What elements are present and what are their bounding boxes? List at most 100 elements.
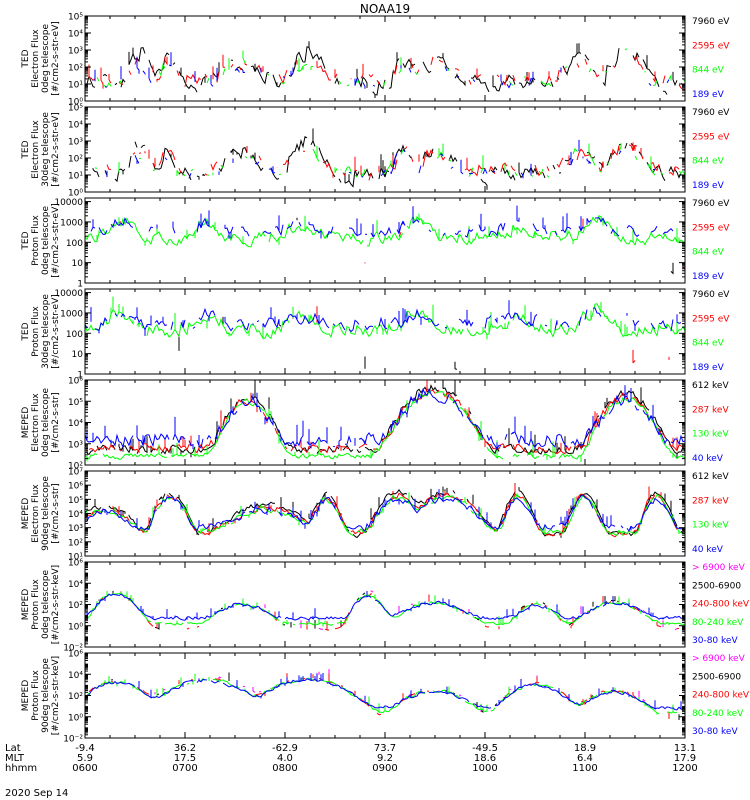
series-group [85,380,685,462]
y-axis-label: MEPED Electron Flux 90deg telescope [#/cm2-… [21,476,61,551]
x-tick-label: 73.7 [374,743,396,754]
x-tick-label: 17.9 [674,753,696,764]
y-tick-label: 10³ [68,524,83,534]
y-axis-label-line: 0deg telescope [41,206,51,276]
y-tick-label: 10¹ [68,172,83,182]
y-tick-label: 10⁰ [68,98,83,108]
y-tick-label: 10⁵ [68,104,83,114]
y-axis-label: TED Electron Flux 0deg telescope [#/cm2-s-s… [21,21,61,96]
y-tick-label: 10² [68,155,83,165]
y-axis-label-line: [#/cm2-s-str-eV] [51,112,61,187]
legend-entry: 287 keV [692,496,729,506]
y-axis-label-line: 90deg telescope [41,476,51,551]
legend-entry: 240-800 keV [692,600,750,610]
series-line-189-ev [107,140,681,179]
y-tick-label: 10⁵ [68,496,83,506]
y-axis-label-line: MEPED [21,589,31,621]
x-axis-row-label: MLT [5,753,25,764]
y-tick-label: 1 [77,371,83,381]
x-tick-label: 4.0 [277,753,293,764]
y-axis-label-line: TED [21,140,31,159]
series-line-844-ev [85,213,685,248]
legend-entry: 2595 eV [692,41,730,51]
legend-entry: 80-240 keV [692,709,744,719]
series-group [85,483,685,539]
series-line-844-ev [96,48,685,88]
y-tick-label: 10 [72,259,84,269]
y-axis-label-line: Proton Flux [31,306,41,357]
y-tick-label: 10000 [54,198,83,208]
legend-entry: 189 eV [692,363,725,373]
y-tick-label: 10⁶ [68,650,83,660]
y-axis-label-line: Proton Flux [31,215,41,266]
x-axis-row-label: hhmm [5,763,37,774]
y-axis-label-line: 0deg telescope [41,570,51,640]
legend-entry: 7960 eV [692,290,730,300]
legend-entry: 2500-6900 [692,672,741,682]
panel-frame [84,470,686,557]
panel-frame [84,561,686,648]
x-tick-label: -49.5 [472,743,498,754]
y-axis-label-line: [#/cm2-s-str] [51,392,61,452]
series-line-40-kev [85,489,685,533]
series-line-240-800-kev [101,591,683,630]
y-tick-label: 10⁴ [68,671,83,681]
legend-entry: 612 keV [692,381,729,391]
series-line-30-80-kev [85,673,684,711]
y-axis-label-line: MEPED [21,680,31,712]
series-group [85,41,685,98]
x-axis-row-label: Lat [5,743,21,754]
series-line-2595-ev [85,54,685,91]
series-line-7960-ev [92,128,685,190]
panel-meped-proton-90deg: 10⁻² 10⁰ 10² 10⁴ 10⁶ MEPED Proton Flux 90deg te… [21,650,750,745]
series-group [85,128,685,190]
x-tick-label: 0700 [172,763,197,774]
y-axis-label-line: Proton Flux [31,579,41,630]
y-tick-label: 10⁷ [68,468,83,478]
y-axis-label: TED Electron Flux 30deg telescope [#/cm2-s-… [21,112,61,187]
y-tick-label: 10³ [68,440,83,450]
x-tick-label: 18.6 [474,753,496,764]
y-tick-label: 10⁰ [68,622,83,632]
x-tick-label: -62.9 [272,743,298,754]
y-tick-label: 10¹ [68,81,83,91]
legend-entry: 7960 eV [692,17,730,27]
y-tick-label: 10⁴ [68,510,83,520]
legend-entry: 7960 eV [692,108,730,118]
series-line-40-kev [85,385,685,451]
y-tick-label: 10⁵ [68,13,83,23]
date-label: 2020 Sep 14 [5,788,68,799]
series-group [85,205,685,274]
x-tick-label: 36.2 [174,743,196,754]
y-axis-label-line: Electron Flux [31,120,41,179]
legend-entry: 30-80 keV [692,636,738,646]
panel-frame [84,106,686,193]
legend-entry: > 6900 keV [692,654,746,664]
legend-entry: 2500-6900 [692,581,741,591]
y-axis-label-line: [#/cm2-s-str-eV] [51,203,61,278]
y-axis-label-line: 0deg telescope [41,388,51,458]
legend-entry: 80-240 keV [692,618,744,628]
series-line-612-kev [85,483,685,539]
panel-ted-electron-30deg: 10⁰ 10¹ 10² 10³ 10⁴ 10⁵ TED Electron Flux 30deg … [21,104,730,199]
legend-entry: 844 eV [692,248,725,258]
y-tick-label: 10000 [54,289,83,299]
x-tick-label: 6.4 [577,753,593,764]
y-tick-label: 100 [66,239,83,249]
y-tick-label: 10⁶ [68,377,83,387]
legend-entry: 844 eV [692,66,725,76]
y-axis-label: MEPED Electron Flux 0deg telescope [#/cm2-s… [21,388,61,458]
y-tick-label: 1 [77,280,83,290]
x-tick-label: -9.4 [75,743,95,754]
y-tick-label: 10² [68,601,83,611]
y-axis-label-line: MEPED [21,407,31,439]
y-tick-label: 10² [68,692,83,702]
y-tick-label: 10³ [68,138,83,148]
y-tick-label: 10² [68,538,83,548]
panel-frame [84,652,686,739]
y-tick-label: 100 [66,330,83,340]
